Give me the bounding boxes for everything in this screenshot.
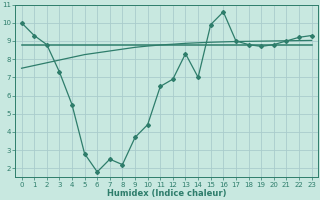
X-axis label: Humidex (Indice chaleur): Humidex (Indice chaleur) <box>107 189 226 198</box>
